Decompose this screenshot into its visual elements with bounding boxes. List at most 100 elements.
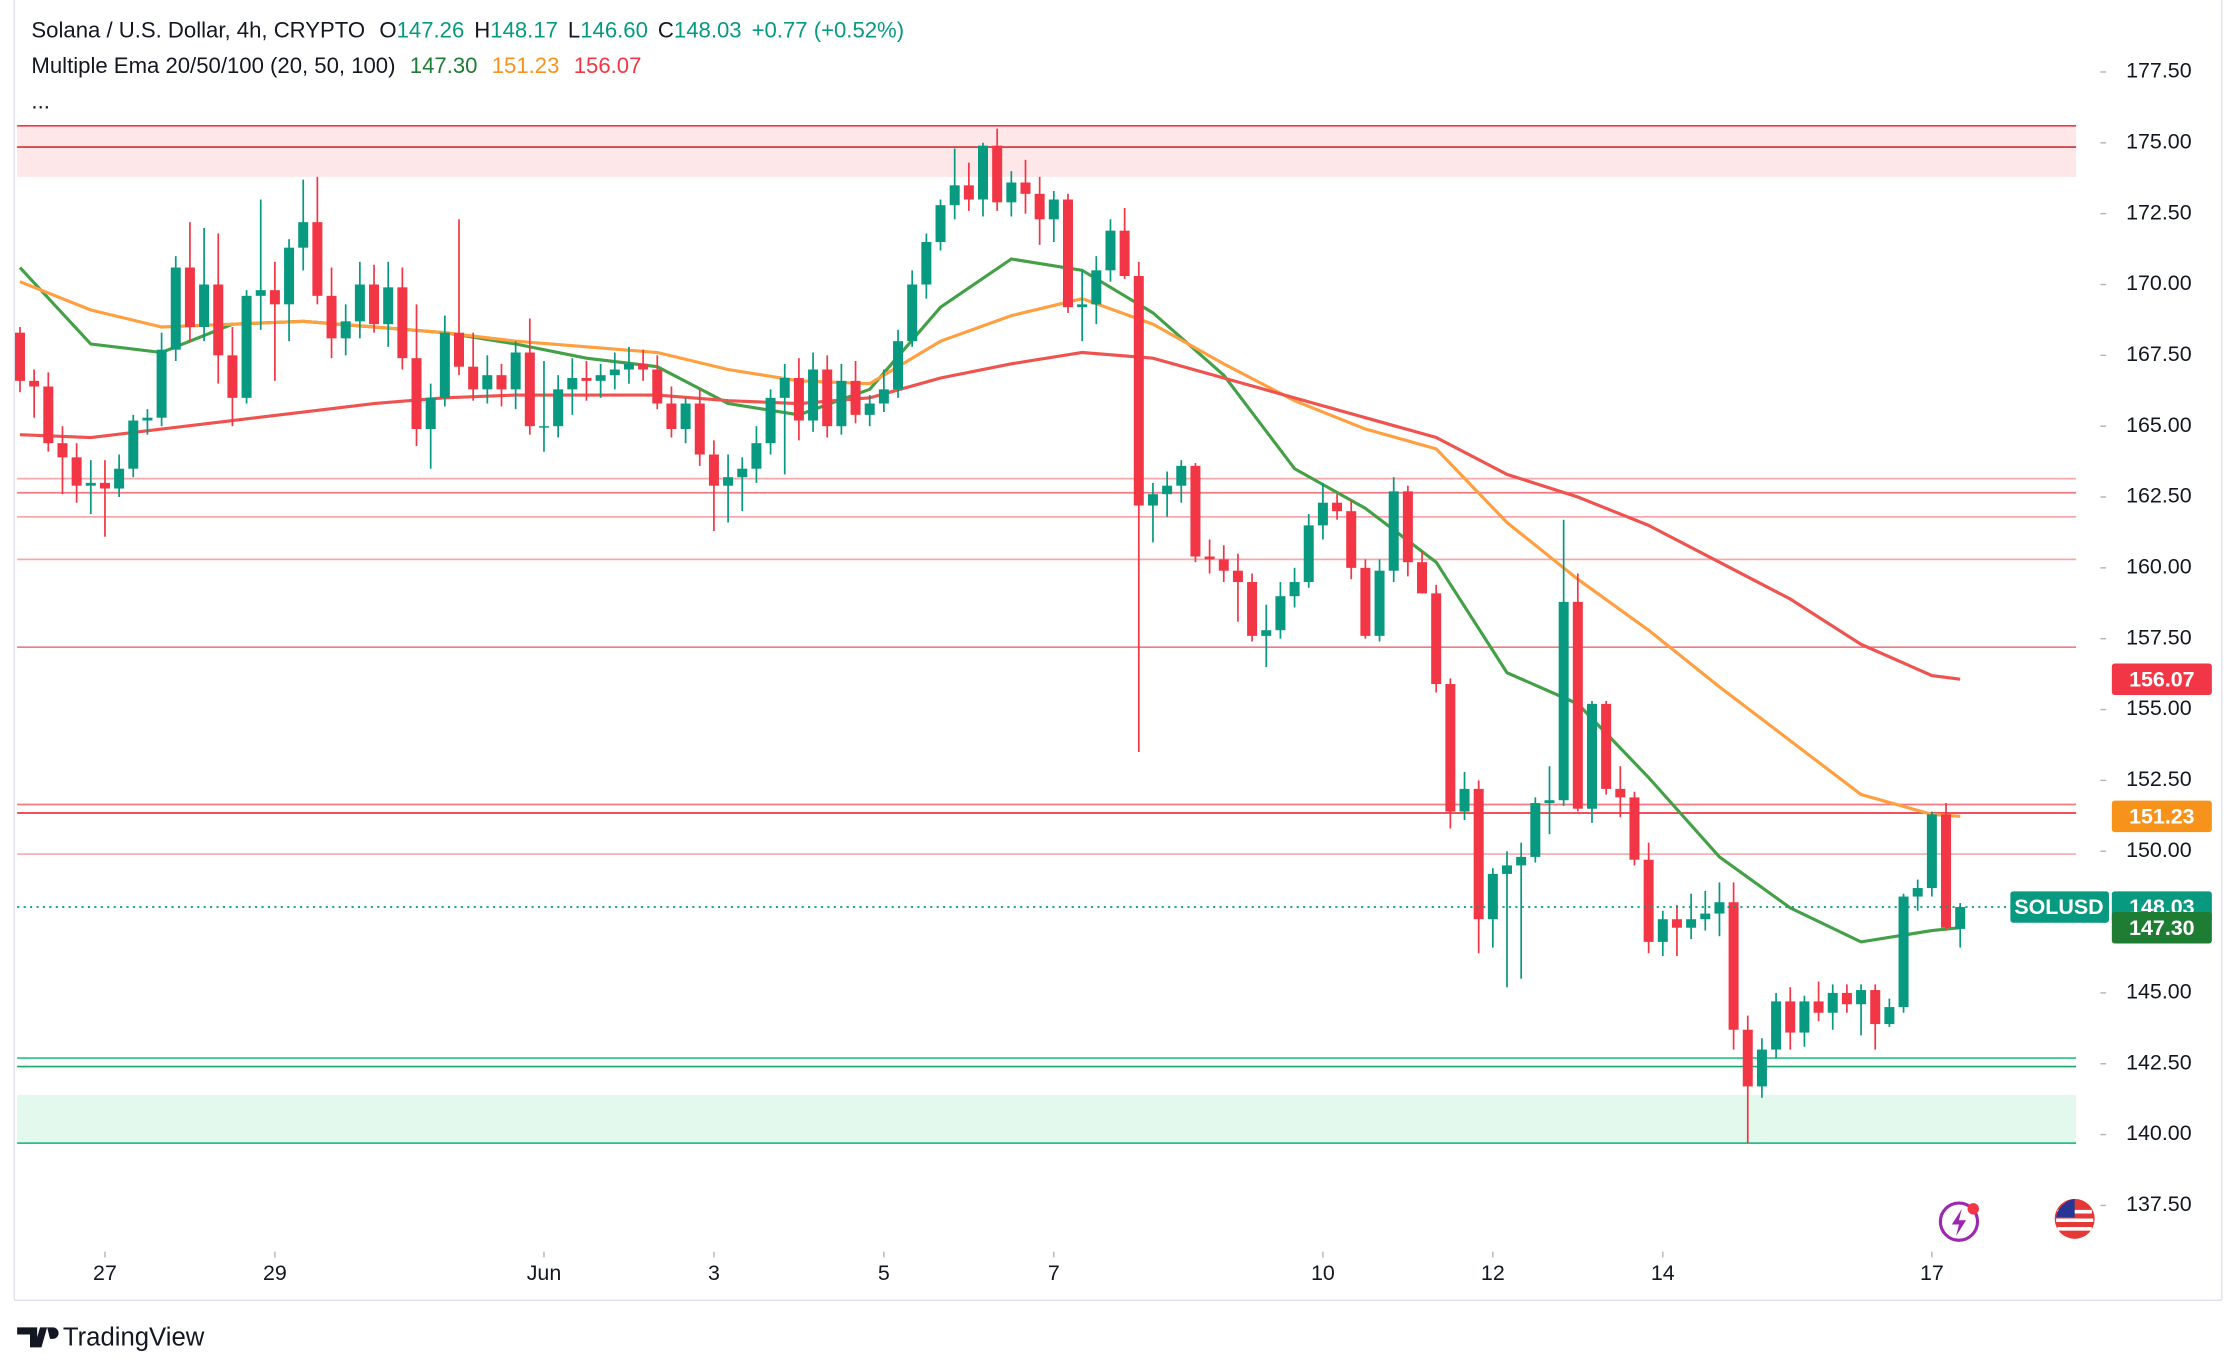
candle-body	[1388, 491, 1399, 571]
candle-body	[907, 284, 918, 342]
candle-body	[1728, 902, 1739, 1030]
flash-icon[interactable]	[1938, 1201, 1980, 1242]
x-tick-label: 12	[1481, 1261, 1505, 1285]
candle-body	[99, 482, 110, 489]
candle-body	[623, 363, 634, 370]
candle-body	[1020, 182, 1031, 194]
candle-body	[1332, 502, 1343, 512]
symbol-label: SOLUSD	[2014, 895, 2103, 919]
candle-body	[694, 403, 705, 455]
candle-body	[1912, 888, 1923, 897]
ema-value: 156.07	[574, 53, 642, 78]
candle-body	[1119, 230, 1130, 277]
candle-body	[609, 369, 620, 376]
change: +0.77 (+0.52%)	[752, 17, 905, 42]
candle-body	[1261, 630, 1272, 636]
candle-body	[595, 375, 606, 381]
candle-body	[114, 468, 125, 489]
candle-body	[652, 369, 663, 404]
x-tick-label: 29	[263, 1261, 287, 1285]
candle-body	[1232, 570, 1243, 583]
candle-body	[567, 378, 578, 390]
candle-body	[963, 185, 974, 200]
candle-body	[241, 295, 252, 398]
candle-body	[1601, 703, 1612, 789]
ohlc-letter: O	[379, 17, 396, 42]
candle-body	[1530, 803, 1541, 857]
ohlc-value: 146.60	[580, 17, 648, 42]
candle-body	[298, 222, 309, 248]
candle-body	[1771, 1001, 1782, 1050]
candle-body	[1133, 276, 1144, 506]
candle-body	[482, 375, 493, 390]
candle-body	[1091, 270, 1102, 305]
candle-body	[1445, 684, 1456, 812]
candle-body	[1062, 199, 1073, 308]
candle-body	[1558, 601, 1569, 801]
candle-body	[496, 375, 507, 390]
candle-body	[85, 482, 96, 486]
x-tick-label: 7	[1048, 1261, 1060, 1285]
candle-body	[1402, 491, 1413, 563]
ema-price-box	[2111, 663, 2212, 695]
more[interactable]: ...	[31, 89, 49, 114]
candle-body	[1898, 896, 1909, 1008]
candle-body	[864, 403, 875, 415]
brand: TradingView	[63, 1324, 205, 1352]
candle-body	[1657, 919, 1668, 942]
candle-body	[269, 290, 280, 305]
y-tick-label: 175.00	[2126, 129, 2192, 153]
x-tick-label: 27	[93, 1261, 117, 1285]
candle-body	[765, 397, 776, 444]
candle-body	[1686, 919, 1697, 928]
candle-body	[822, 369, 833, 427]
candle-body	[680, 403, 691, 430]
x-tick-label: 14	[1651, 1261, 1675, 1285]
candle-body	[935, 205, 946, 243]
candle-body	[1544, 800, 1555, 804]
x-tick-label: 3	[708, 1261, 720, 1285]
title: Solana / U.S. Dollar, 4h, CRYPTO	[31, 17, 365, 42]
candle-body	[439, 332, 450, 398]
candle-body	[538, 426, 549, 428]
candle-body	[1417, 562, 1428, 594]
candle-body	[1856, 990, 1867, 1005]
candle-body	[1346, 511, 1357, 568]
candle-body	[1643, 859, 1654, 942]
y-tick-label: 170.00	[2126, 271, 2192, 295]
candle-body	[340, 321, 351, 339]
ema-price-label: 151.23	[2129, 804, 2195, 828]
candle-body	[1629, 797, 1640, 860]
legend-line: Solana / U.S. Dollar, 4h, CRYPTO O147.26 H…	[31, 17, 904, 42]
candle-body	[992, 145, 1003, 203]
candle-body	[1870, 990, 1881, 1025]
candle-body	[1586, 703, 1597, 809]
candle-body	[1785, 1001, 1796, 1033]
candle-body	[71, 457, 82, 486]
ema-price-box	[2111, 912, 2212, 944]
candle-body	[1799, 1001, 1810, 1033]
candle-body	[737, 468, 748, 478]
ohlc-value: 148.03	[674, 17, 742, 42]
ohlc-letter: L	[568, 17, 580, 42]
y-tick-label: 145.00	[2126, 980, 2192, 1004]
candle-body	[553, 389, 564, 427]
candle-body	[1147, 494, 1158, 506]
candle-body	[1827, 992, 1838, 1013]
candle-body	[284, 247, 295, 305]
x-tick-label: Jun	[527, 1261, 562, 1285]
candle-body	[638, 363, 649, 370]
ema-value: 147.30	[410, 53, 478, 78]
candle-body	[1671, 919, 1682, 928]
candle-body	[1077, 304, 1088, 308]
candle-body	[227, 355, 238, 398]
x-tick-label: 5	[878, 1261, 890, 1285]
candle-body	[1473, 788, 1484, 920]
ohlc-letter: C	[658, 17, 674, 42]
brand-logo: TradingView	[17, 1324, 205, 1352]
ohlc-value: 147.26	[397, 17, 465, 42]
flag-icon[interactable]	[2054, 1198, 2095, 1239]
x-tick-label: 17	[1920, 1261, 1944, 1285]
candle-body	[354, 284, 365, 322]
